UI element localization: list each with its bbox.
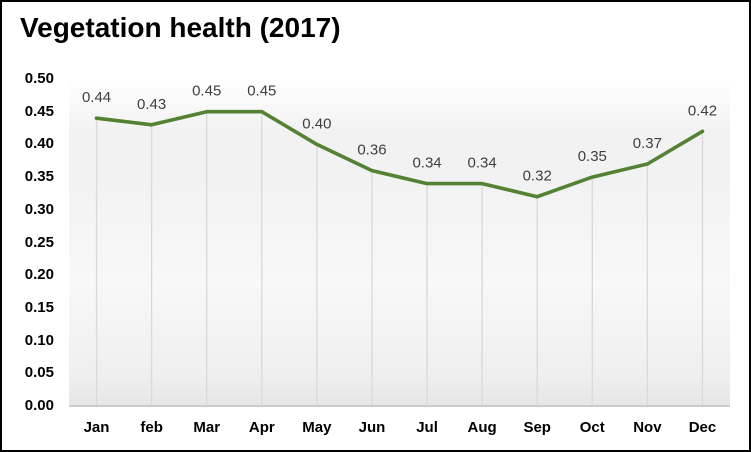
data-label: 0.44 bbox=[82, 89, 111, 106]
x-tick-label: Apr bbox=[248, 419, 275, 436]
x-tick-label: Jun bbox=[358, 419, 386, 436]
x-tick-label: Jan bbox=[83, 419, 110, 436]
y-tick-label: 0.35 bbox=[24, 168, 54, 186]
series-line bbox=[94, 109, 705, 199]
x-tick-label: Nov bbox=[633, 419, 662, 436]
data-label: 0.43 bbox=[137, 96, 166, 113]
data-label: 0.34 bbox=[468, 155, 497, 172]
data-label: 0.35 bbox=[578, 148, 607, 165]
data-label: 0.32 bbox=[523, 168, 552, 185]
y-tick-label: 0.00 bbox=[24, 397, 54, 414]
y-tick-label: 0.50 bbox=[24, 70, 54, 87]
x-tick-label: Oct bbox=[579, 419, 605, 436]
x-tick-label: Mar bbox=[193, 419, 221, 436]
x-tick-label: Aug bbox=[467, 419, 497, 436]
data-label: 0.36 bbox=[357, 142, 386, 159]
data-label: 0.37 bbox=[633, 135, 662, 152]
y-tick-label: 0.30 bbox=[24, 200, 54, 218]
y-tick-label: 0.40 bbox=[24, 135, 54, 153]
x-tick-label: Sep bbox=[523, 419, 551, 436]
data-label: 0.34 bbox=[412, 155, 441, 172]
data-label: 0.45 bbox=[247, 83, 276, 100]
data-label: 0.40 bbox=[302, 115, 331, 132]
x-tick-label: Jul bbox=[416, 419, 438, 436]
chart-title: Vegetation health (2017) bbox=[20, 12, 341, 43]
x-tick-label: feb bbox=[140, 419, 163, 436]
x-tick-label: Dec bbox=[688, 419, 717, 436]
y-tick-label: 0.15 bbox=[24, 298, 54, 316]
y-tick-label: 0.05 bbox=[24, 364, 54, 382]
y-tick-label: 0.25 bbox=[24, 233, 54, 251]
plot-area bbox=[69, 79, 730, 407]
y-tick-label: 0.20 bbox=[24, 266, 54, 284]
x-tick-label: May bbox=[302, 419, 332, 436]
y-tick-label: 0.10 bbox=[24, 331, 54, 349]
data-label: 0.42 bbox=[688, 102, 717, 119]
data-label: 0.45 bbox=[192, 83, 221, 100]
y-tick-label: 0.45 bbox=[24, 102, 54, 120]
